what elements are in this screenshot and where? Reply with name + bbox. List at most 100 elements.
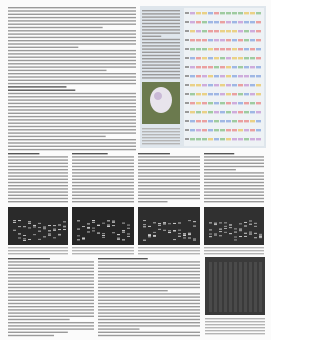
gel-band [254, 223, 257, 224]
sequence-block [190, 12, 195, 14]
text-line [204, 163, 264, 164]
sequence-label [185, 57, 189, 59]
text-line [98, 280, 200, 281]
text-line [204, 185, 264, 186]
text-line [204, 172, 264, 173]
gel-lane [239, 262, 242, 312]
text-line [138, 172, 200, 173]
text-line [8, 322, 94, 323]
sequence-block [238, 129, 243, 131]
sequence-block [256, 111, 261, 113]
text-line [98, 306, 200, 307]
sequence-block [214, 111, 219, 113]
sequence-block [220, 129, 225, 131]
sequence-block [232, 102, 237, 104]
text-line [72, 156, 134, 157]
sequence-block [256, 39, 261, 41]
gel-band [214, 233, 217, 234]
gel-band [38, 231, 41, 232]
text-line [98, 328, 139, 329]
text-line [142, 68, 180, 69]
gel-band [63, 229, 66, 230]
sequence-block [208, 21, 213, 23]
text-line [204, 250, 264, 251]
sequence-block [232, 138, 237, 140]
text-line [72, 175, 134, 176]
text-line [8, 109, 136, 110]
sequence-block [190, 66, 195, 68]
sequence-block [220, 102, 225, 104]
sequence-block [220, 30, 225, 32]
gel-band [38, 223, 41, 224]
sequence-block [232, 12, 237, 14]
text-line [8, 247, 68, 248]
sequence-block [232, 21, 237, 23]
text-line [8, 7, 136, 8]
sequence-label [185, 12, 189, 14]
sequence-block [214, 93, 219, 95]
sequence-block [202, 120, 207, 122]
text-line [98, 300, 200, 301]
text-line [72, 195, 134, 196]
gel-band [219, 222, 222, 223]
sequence-block [208, 120, 213, 122]
gel-band [219, 231, 222, 232]
sequence-block [244, 12, 249, 14]
text-line [8, 57, 136, 58]
gel-band [112, 232, 115, 233]
gel-band [209, 234, 212, 235]
gel-band [183, 237, 186, 238]
text-line [72, 172, 134, 173]
sequence-block [232, 30, 237, 32]
sequence-block [238, 48, 243, 50]
gel-band [259, 236, 262, 237]
sequence-block [202, 138, 207, 140]
text-line [204, 166, 264, 167]
gel-band [244, 233, 247, 234]
gel-band [259, 234, 262, 235]
text-line [8, 185, 68, 186]
text-line [98, 264, 200, 265]
sequence-block [238, 84, 243, 86]
text-line [142, 45, 180, 46]
sequence-block [250, 111, 255, 113]
gel-band [178, 236, 181, 237]
text-line [8, 156, 68, 157]
text-line [142, 71, 180, 72]
text-line [8, 76, 136, 77]
text-line [138, 179, 200, 180]
sequence-block [202, 39, 207, 41]
gel-band [102, 237, 105, 238]
sequence-block [208, 129, 213, 131]
text-line [8, 20, 136, 21]
gel-lane [224, 262, 227, 312]
sequence-block [220, 84, 225, 86]
sequence-block [232, 129, 237, 131]
gel-band [209, 236, 212, 237]
gel-band [173, 231, 176, 232]
text-line [8, 253, 68, 254]
sequence-block [220, 138, 225, 140]
text-line [204, 175, 264, 176]
gel-band [178, 230, 181, 231]
sequence-block [190, 93, 195, 95]
text-line [8, 191, 68, 192]
text-line [8, 201, 68, 202]
gel-band [97, 225, 100, 226]
text-line [142, 58, 180, 59]
sequence-block [256, 66, 261, 68]
gel-band [234, 232, 237, 233]
text-line [72, 188, 134, 189]
gel-band [28, 223, 31, 224]
sequence-label [185, 30, 189, 32]
text-line [8, 50, 136, 51]
text-line [138, 163, 200, 164]
sequence-block [190, 21, 195, 23]
text-line [138, 156, 200, 157]
text-line [8, 99, 136, 100]
sequence-block [226, 30, 231, 32]
sequence-block [244, 39, 249, 41]
sequence-block [190, 120, 195, 122]
text-line [204, 195, 264, 196]
gel-band [143, 224, 146, 225]
